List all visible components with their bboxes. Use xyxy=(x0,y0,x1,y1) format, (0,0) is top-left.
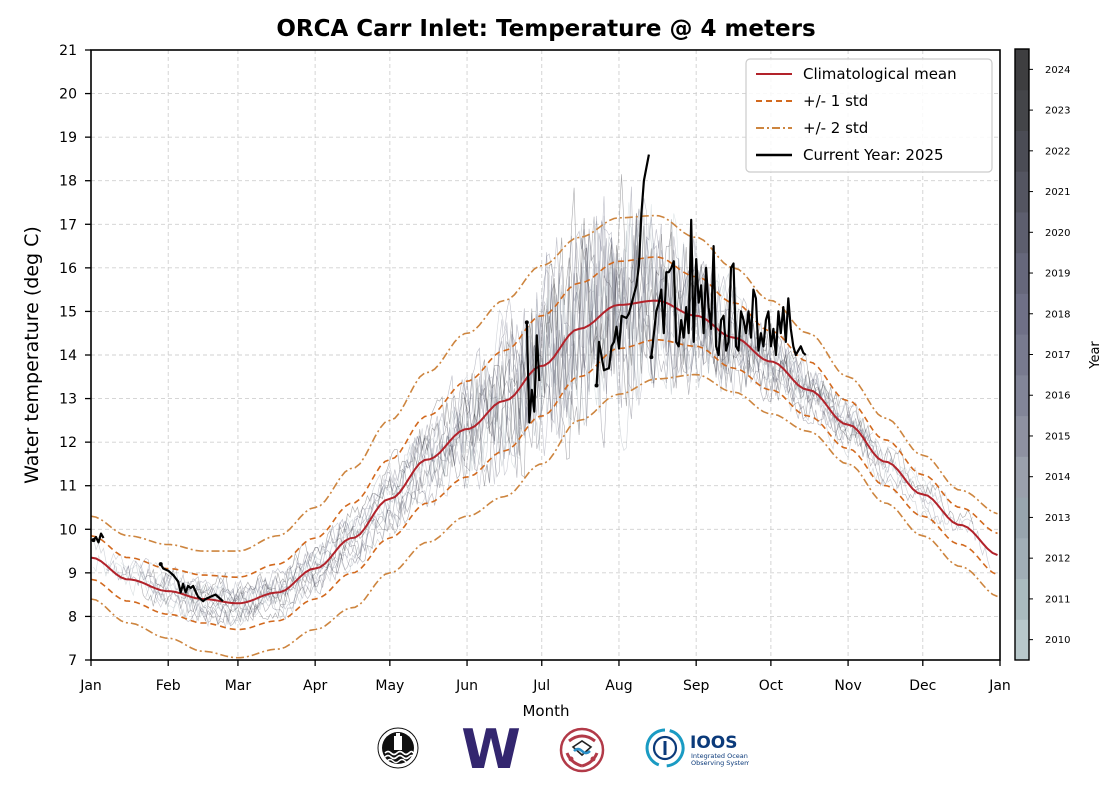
legend-label: Current Year: 2025 xyxy=(803,146,944,164)
legend-label: Climatological mean xyxy=(803,65,957,83)
colorbar-swatch-2021 xyxy=(1015,171,1029,212)
colorbar-tick-label: 2020 xyxy=(1045,228,1070,239)
historical-trace-2022 xyxy=(141,232,883,625)
y-tick-label: 11 xyxy=(59,479,77,495)
colorbar-tick-label: 2024 xyxy=(1045,65,1070,76)
colorbar-tick-label: 2014 xyxy=(1045,472,1070,483)
x-tick-label: Oct xyxy=(759,678,784,694)
colorbar-swatch-2022 xyxy=(1015,130,1029,171)
colorbar-tick-label: 2015 xyxy=(1045,431,1070,442)
x-tick-label: Feb xyxy=(156,678,181,694)
x-axis: Jan Feb Mar Apr May Jun Jul Aug Sep Oct Nov Dec Jan xyxy=(79,660,1011,694)
y-tick-label: 21 xyxy=(59,43,77,59)
ioos-logo: IOOS Integrated Ocean Observing System xyxy=(645,726,749,770)
x-tick-label: Jun xyxy=(455,678,478,694)
y-tick-label: 18 xyxy=(59,174,77,190)
colorbar: 2010 2011 2012 2013 2014 2015 2016 2017 2018 2019… xyxy=(1015,49,1070,661)
colorbar-swatch-2016 xyxy=(1015,375,1029,416)
current-year-segment-start xyxy=(91,538,95,542)
y-tick-label: 15 xyxy=(59,304,77,320)
colorbar-swatch-2023 xyxy=(1015,90,1029,131)
colorbar-tick-label: 2016 xyxy=(1045,391,1070,402)
historical-trace-2018 xyxy=(141,187,851,602)
uw-logo-text: W xyxy=(461,726,521,770)
current-year-segment-start xyxy=(159,562,163,566)
colorbar-tick-label: 2013 xyxy=(1045,513,1070,524)
historical-trace-2023 xyxy=(146,174,973,601)
colorbar-tick-label: 2021 xyxy=(1045,187,1070,198)
ioos-logo-text: IOOS xyxy=(690,733,737,753)
colorbar-swatch-2017 xyxy=(1015,334,1029,375)
x-tick-label: Nov xyxy=(834,678,861,694)
y-tick-label: 14 xyxy=(59,348,77,364)
y-tick-label: 12 xyxy=(59,435,77,451)
y-tick-label: 7 xyxy=(68,653,77,669)
colorbar-swatch-2011 xyxy=(1015,579,1029,620)
colorbar-tick-label: 2018 xyxy=(1045,309,1070,320)
y-axis: 7 8 9 10 11 12 13 14 15 16 17 18 19 20 21 xyxy=(59,43,91,669)
colorbar-tick-label: 2012 xyxy=(1045,554,1070,565)
colorbar-swatch-2010 xyxy=(1015,619,1029,660)
x-tick-label: Mar xyxy=(225,678,252,694)
y-tick-label: 19 xyxy=(59,130,77,146)
x-tick-label: May xyxy=(375,678,404,694)
ioos-logo-subtitle2: Observing System xyxy=(691,759,749,767)
colorbar-swatch-2024 xyxy=(1015,49,1029,90)
legend: Climatological mean +/- 1 std +/- 2 std Cur… xyxy=(746,59,992,172)
colorbar-swatch-2018 xyxy=(1015,293,1029,334)
uw-logo: W xyxy=(459,726,523,770)
y-tick-label: 17 xyxy=(59,217,77,233)
legend-label: +/- 2 std xyxy=(803,119,868,137)
colorbar-swatch-2019 xyxy=(1015,253,1029,294)
x-tick-label: Dec xyxy=(909,678,936,694)
current-year-segment-start xyxy=(525,320,529,324)
x-tick-label: Jan xyxy=(988,678,1011,694)
line-2-std xyxy=(91,375,998,658)
current-year-trace xyxy=(91,155,805,602)
colorbar-tick-label: 2019 xyxy=(1045,269,1070,280)
colorbar-tick-label: 2017 xyxy=(1045,350,1070,361)
y-tick-label: 10 xyxy=(59,522,77,538)
y-tick-label: 9 xyxy=(68,566,77,582)
historical-trace-2012 xyxy=(183,221,873,612)
y-tick-label: 20 xyxy=(59,87,77,103)
current-year-segment-start xyxy=(595,384,599,388)
line-1-std xyxy=(91,340,998,630)
colorbar-tick-label: 2022 xyxy=(1045,146,1070,157)
buoy-logo xyxy=(377,727,419,769)
colorbar-swatch-2020 xyxy=(1015,212,1029,253)
colorbar-swatch-2013 xyxy=(1015,497,1029,538)
legend-label: +/- 1 std xyxy=(803,92,868,110)
colorbar-swatch-2014 xyxy=(1015,456,1029,497)
y-tick-label: 16 xyxy=(59,261,77,277)
colorbar-swatch-2015 xyxy=(1015,416,1029,457)
historical-trace-2015 xyxy=(156,243,843,627)
y-axis-label: Water temperature (deg C) xyxy=(21,226,43,484)
chart-title: ORCA Carr Inlet: Temperature @ 4 meters xyxy=(276,16,815,42)
current-year-segment-start xyxy=(649,355,653,359)
colorbar-label: Year xyxy=(1088,341,1103,370)
y-tick-label: 8 xyxy=(68,609,77,625)
x-tick-label: Jan xyxy=(79,678,102,694)
x-tick-label: Jul xyxy=(532,678,550,694)
colorbar-tick-label: 2011 xyxy=(1045,594,1070,605)
temperature-chart: ORCA Carr Inlet: Temperature @ 4 meters … xyxy=(0,0,1120,800)
nanoos-logo xyxy=(559,727,605,773)
x-tick-label: Aug xyxy=(605,678,632,694)
colorbar-tick-label: 2023 xyxy=(1045,106,1070,117)
x-tick-label: Sep xyxy=(683,678,710,694)
colorbar-swatch-2012 xyxy=(1015,538,1029,579)
colorbar-tick-label: 2010 xyxy=(1045,635,1070,646)
y-tick-label: 13 xyxy=(59,392,77,408)
x-tick-label: Apr xyxy=(303,678,327,694)
x-axis-label: Month xyxy=(522,702,569,720)
